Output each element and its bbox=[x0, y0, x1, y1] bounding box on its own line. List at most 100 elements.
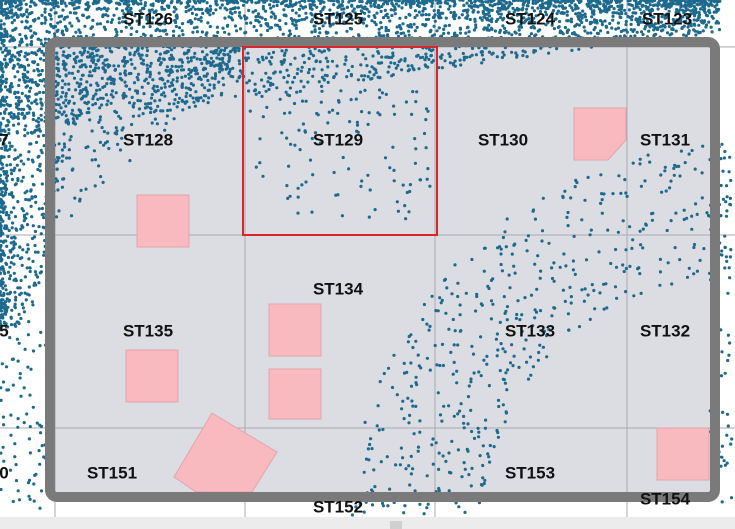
point bbox=[296, 195, 300, 199]
point bbox=[514, 31, 518, 35]
point bbox=[392, 353, 396, 357]
point bbox=[383, 8, 387, 12]
point bbox=[476, 4, 480, 8]
point bbox=[571, 268, 576, 272]
point bbox=[183, 74, 187, 78]
point bbox=[30, 11, 34, 15]
point bbox=[722, 459, 726, 463]
point bbox=[163, 94, 167, 98]
point bbox=[567, 328, 571, 332]
point bbox=[380, 91, 384, 95]
point bbox=[20, 207, 24, 211]
point bbox=[624, 19, 628, 24]
point bbox=[126, 9, 130, 13]
point bbox=[483, 246, 487, 250]
point bbox=[590, 0, 594, 2]
point bbox=[218, 62, 222, 66]
point bbox=[163, 85, 167, 89]
point bbox=[13, 1, 17, 5]
point bbox=[505, 318, 509, 322]
point bbox=[278, 18, 282, 23]
point bbox=[485, 26, 489, 30]
point bbox=[276, 0, 280, 4]
point bbox=[525, 7, 529, 11]
point bbox=[110, 18, 114, 22]
point bbox=[558, 265, 562, 269]
point bbox=[5, 388, 9, 392]
point bbox=[729, 178, 733, 183]
point bbox=[163, 22, 167, 26]
point bbox=[42, 58, 46, 62]
point bbox=[311, 173, 315, 177]
point bbox=[391, 51, 395, 55]
point bbox=[4, 136, 8, 140]
point bbox=[423, 63, 427, 67]
point bbox=[71, 167, 75, 171]
point bbox=[647, 0, 651, 2]
point bbox=[340, 4, 344, 8]
point bbox=[438, 13, 442, 17]
point bbox=[403, 204, 407, 208]
point bbox=[138, 99, 142, 103]
point bbox=[66, 122, 71, 126]
point bbox=[151, 86, 155, 90]
point bbox=[566, 210, 570, 215]
point bbox=[544, 6, 548, 10]
point bbox=[136, 98, 140, 103]
point bbox=[652, 15, 656, 19]
point bbox=[268, 59, 272, 64]
point bbox=[481, 463, 485, 468]
point bbox=[568, 4, 572, 8]
point bbox=[468, 17, 472, 22]
point bbox=[157, 71, 161, 75]
point bbox=[60, 159, 64, 163]
point bbox=[5, 163, 9, 167]
point bbox=[496, 430, 500, 435]
point bbox=[209, 56, 213, 60]
point bbox=[141, 6, 145, 10]
point bbox=[690, 148, 694, 153]
point bbox=[0, 25, 3, 29]
point bbox=[36, 155, 40, 159]
point bbox=[725, 259, 729, 263]
point bbox=[700, 20, 704, 24]
point bbox=[415, 25, 419, 29]
point bbox=[437, 26, 441, 30]
point bbox=[487, 50, 491, 54]
point bbox=[120, 78, 124, 82]
point bbox=[54, 11, 58, 15]
point bbox=[5, 95, 9, 99]
point bbox=[1, 298, 5, 302]
point bbox=[400, 407, 404, 411]
point bbox=[425, 506, 429, 510]
point bbox=[223, 16, 227, 20]
point bbox=[422, 6, 426, 10]
point bbox=[687, 152, 691, 156]
point bbox=[198, 57, 202, 62]
point bbox=[245, 81, 249, 85]
point bbox=[436, 391, 440, 395]
point bbox=[561, 4, 565, 8]
point bbox=[468, 55, 472, 59]
point bbox=[32, 113, 36, 117]
point bbox=[439, 301, 443, 305]
point bbox=[638, 157, 642, 161]
point bbox=[43, 21, 47, 25]
point bbox=[195, 97, 199, 101]
point bbox=[17, 53, 22, 57]
point bbox=[284, 48, 288, 52]
point bbox=[0, 125, 2, 129]
point bbox=[137, 107, 142, 111]
point bbox=[116, 142, 120, 146]
point bbox=[25, 15, 29, 19]
point bbox=[572, 30, 576, 35]
point bbox=[130, 95, 134, 99]
point bbox=[107, 146, 111, 151]
point bbox=[576, 6, 580, 10]
point bbox=[598, 291, 602, 295]
point bbox=[660, 24, 664, 28]
point bbox=[462, 461, 466, 465]
point bbox=[14, 227, 18, 231]
point bbox=[117, 16, 121, 20]
point bbox=[393, 7, 397, 12]
